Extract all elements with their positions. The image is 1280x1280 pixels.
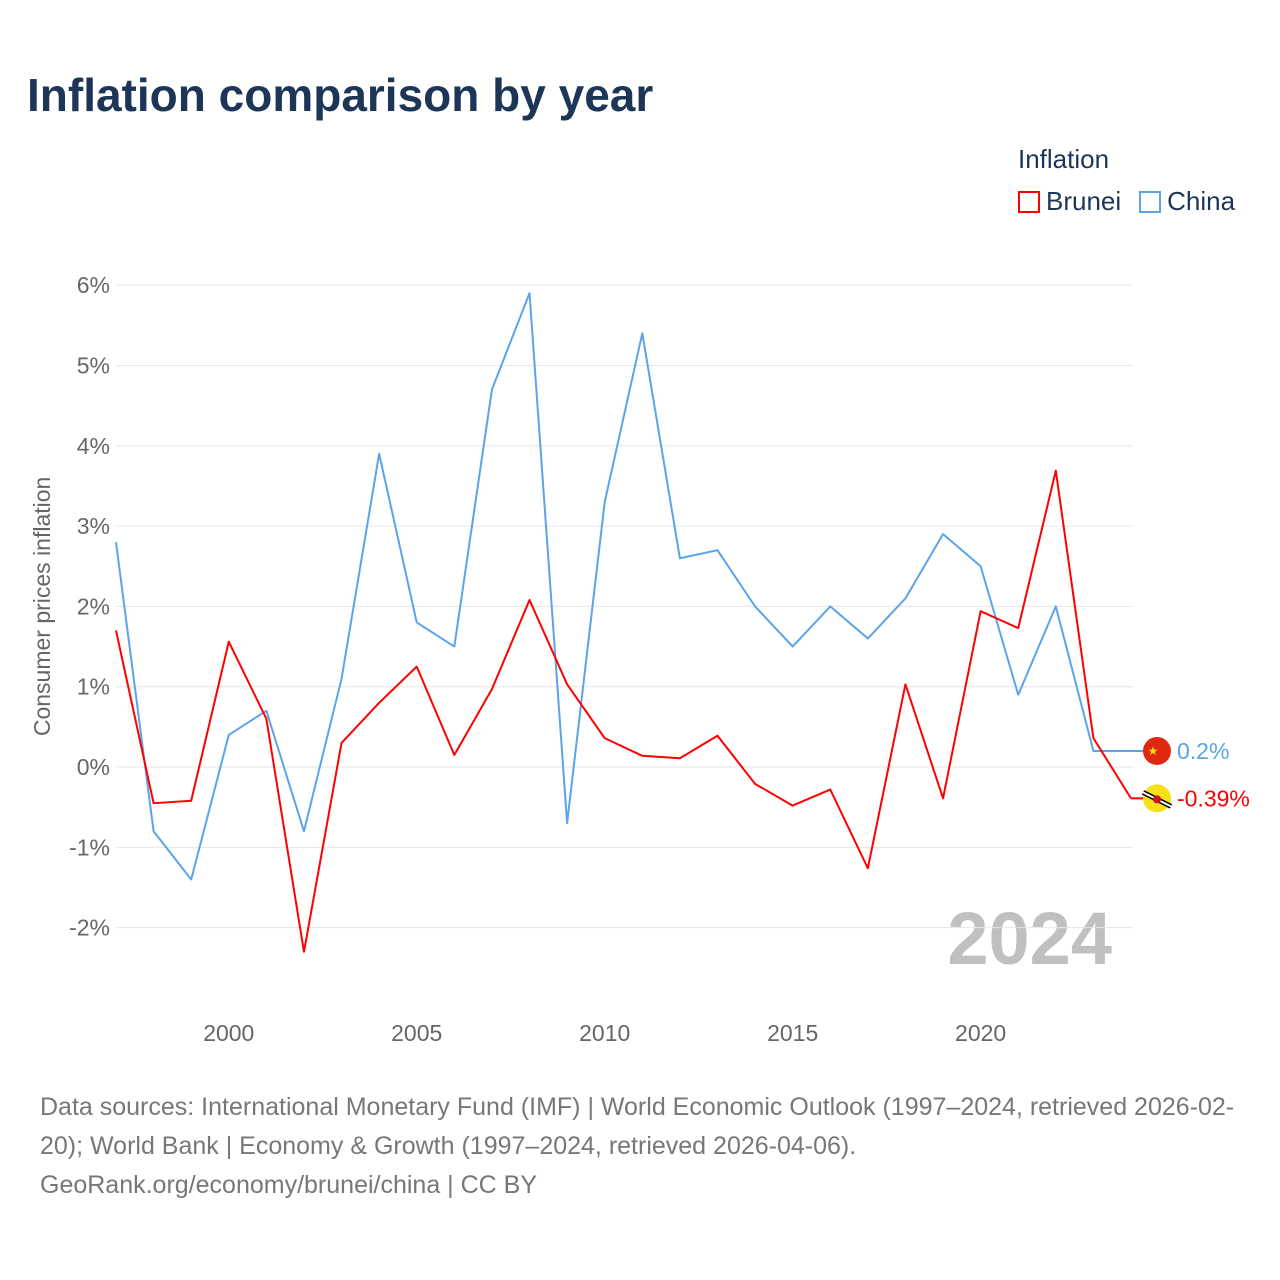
y-tick-label: 2% <box>77 593 110 619</box>
legend-title: Inflation <box>1018 144 1110 174</box>
year-watermark: 2024 <box>947 897 1112 980</box>
y-tick-label: 3% <box>77 513 110 539</box>
brunei-flag-emblem <box>1153 795 1161 804</box>
x-tick-label: 2020 <box>955 1020 1006 1046</box>
series-line-china <box>115 292 1131 881</box>
legend-item-china[interactable]: China <box>1139 186 1235 217</box>
footer: Data sources: International Monetary Fun… <box>40 1088 1250 1205</box>
y-tick-label: 4% <box>77 433 110 459</box>
y-tick-label: 1% <box>77 674 110 700</box>
y-tick-label: 5% <box>77 352 110 378</box>
x-tick-label: 2010 <box>579 1020 630 1046</box>
data-sources: Data sources: International Monetary Fun… <box>40 1093 1235 1160</box>
legend-item-brunei[interactable]: Brunei <box>1018 186 1121 217</box>
china-flag-star: ★ <box>1148 744 1159 758</box>
y-tick-label: 6% <box>77 272 110 298</box>
y-tick-label: -1% <box>69 834 110 860</box>
legend-swatch-china <box>1139 190 1162 213</box>
x-tick-label: 2015 <box>767 1020 818 1046</box>
legend-swatch-brunei <box>1018 190 1040 213</box>
credit-link[interactable]: GeoRank.org/economy/brunei/china | CC BY <box>40 1171 538 1199</box>
y-tick-label: 0% <box>77 754 110 780</box>
series-line-brunei <box>115 469 1132 953</box>
legend-label-china: China <box>1167 186 1236 216</box>
legend-label-brunei: Brunei <box>1046 186 1122 216</box>
x-tick-label: 2005 <box>391 1020 442 1046</box>
end-label-china: 0.2% <box>1177 738 1229 764</box>
china-flag-icon <box>1143 736 1171 765</box>
y-tick-label: -2% <box>69 915 110 941</box>
end-label-brunei: -0.39% <box>1177 785 1250 811</box>
x-tick-label: 2000 <box>203 1020 254 1046</box>
y-axis-label: Consumer prices inflation <box>29 477 55 737</box>
legend: Brunei China <box>1018 186 1235 217</box>
chart-title: Inflation comparison by year <box>27 69 654 121</box>
